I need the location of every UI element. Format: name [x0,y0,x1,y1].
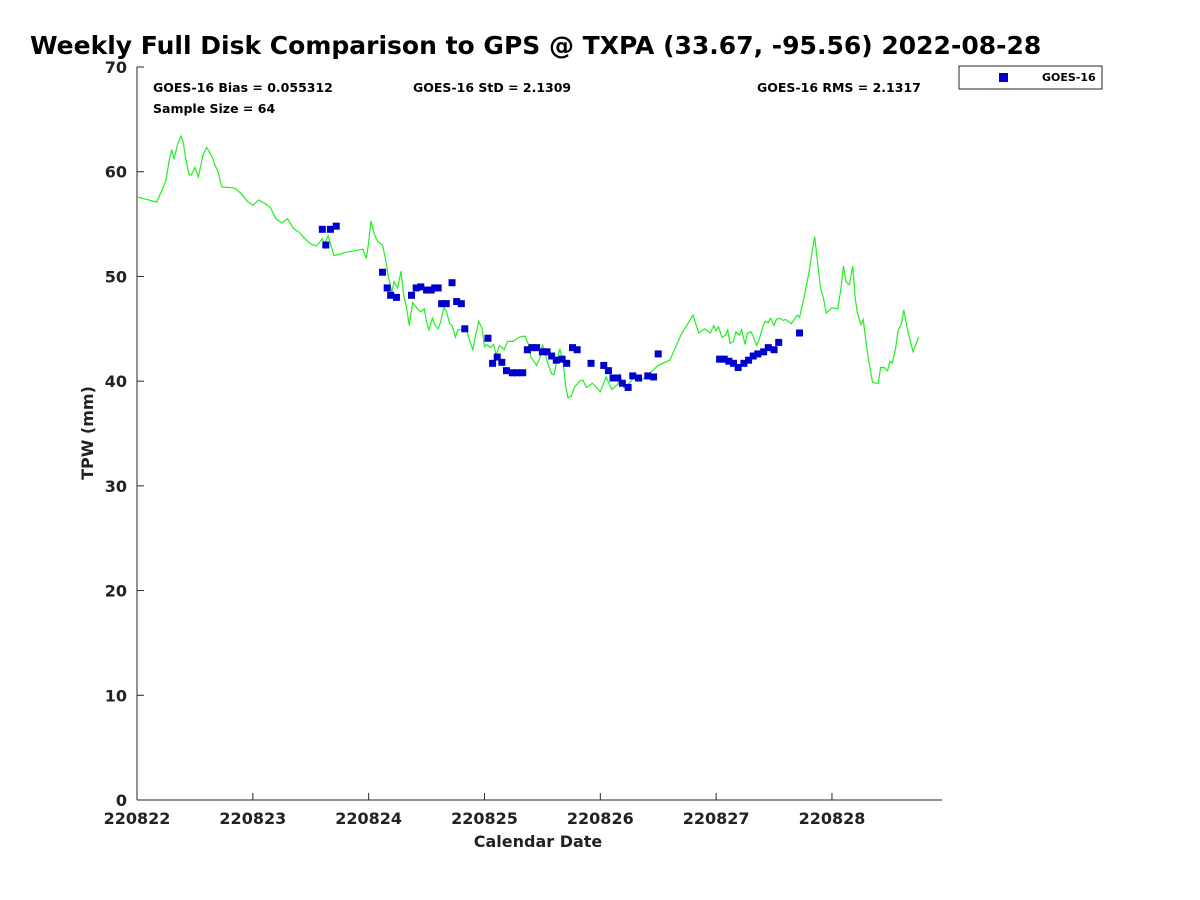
y-tick-label: 70 [105,58,127,77]
goes-16-point [498,358,506,366]
x-tick-label: 220823 [219,809,286,828]
goes-16-point [442,300,450,308]
goes-16-point [453,298,461,306]
rms-stat: GOES-16 RMS = 2.1317 [757,80,921,95]
y-tick-label: 0 [116,791,127,810]
legend-label: GOES-16 [1042,71,1096,84]
legend-marker [999,73,1008,82]
x-tick-label: 220824 [335,809,402,828]
goes-16-point [519,369,527,377]
goes-16-point [775,338,783,346]
bias-stat: GOES-16 Bias = 0.055312 [153,80,333,95]
goes-16-point [523,346,531,354]
goes-16-point [457,300,465,308]
goes-16-point [629,372,637,380]
goes-16-point [730,359,738,367]
y-tick-label: 10 [105,686,127,705]
goes-16-point [587,359,595,367]
goes-16-point [604,367,612,375]
y-tick-label: 60 [105,163,127,182]
x-ticks: 220822 220823 220824 220825 220826 220827 2208… [104,793,866,828]
sample-size-stat: Sample Size = 64 [153,101,275,116]
goes-16-point [533,344,541,352]
y-tick-label: 30 [105,477,127,496]
x-tick-label: 220825 [451,809,518,828]
goes-16-point [379,268,387,276]
x-tick-label: 220827 [683,809,750,828]
goes-16-point [412,284,420,292]
goes-16-point [635,374,643,382]
goes-16-point [725,357,733,365]
goes-16-point [770,346,778,354]
legend: GOES-16 [958,65,1103,90]
goes-16-point [650,373,658,381]
goes-16-point [734,364,742,372]
goes-16-point [489,359,497,367]
goes-16-point [417,283,425,291]
goes-16-point [326,225,334,233]
goes-16-point [513,369,521,377]
goes-16-point [563,359,571,367]
goes-16-point [502,367,510,375]
goes-16-point [754,350,762,358]
goes-16-point [434,284,442,292]
goes-16-point [654,350,662,358]
goes-16-point [796,329,804,337]
plot-area [137,67,942,800]
goes-16-point [318,225,326,233]
std-stat: GOES-16 StD = 2.1309 [413,80,571,95]
goes-16-point [484,334,492,342]
x-tick-label: 220826 [567,809,634,828]
goes-16-point [644,372,652,380]
goes-16-point [543,348,551,356]
goes-16-point [764,344,772,352]
goes-16-point [528,344,536,352]
goes-16-point [618,379,626,387]
x-axis-label: Calendar Date [474,832,603,851]
goes-16-point [448,279,456,287]
goes-16-series [318,222,804,391]
goes-16-point [624,383,632,391]
y-tick-label: 40 [105,372,127,391]
goes-16-point [552,356,560,364]
x-tick-label: 220828 [799,809,866,828]
goes-16-point [332,222,340,230]
goes-16-point [383,284,391,292]
goes-16-point [740,359,748,367]
goes-16-point [716,355,724,363]
goes-16-point [569,344,577,352]
goes-16-point [408,291,416,299]
goes-16-point [508,369,516,377]
goes-16-point [387,291,395,299]
y-tick-label: 50 [105,267,127,286]
goes-16-point [745,356,753,364]
goes-16-point [600,361,608,369]
chart-title: Weekly Full Disk Comparison to GPS @ TXP… [30,31,1041,60]
goes-16-point [614,374,622,382]
y-axis-label: TPW (mm) [78,386,97,480]
y-ticks: 0 10 20 30 40 50 60 70 [105,58,144,810]
goes-16-point [558,355,566,363]
goes-16-point [392,293,400,301]
legend-box [958,65,1103,90]
goes-16-point [461,325,469,333]
goes-16-point [322,241,330,249]
goes-16-point [720,355,728,363]
y-tick-label: 20 [105,582,127,601]
goes-16-point [538,348,546,356]
goes-16-point [548,352,556,360]
goes-16-point [423,286,431,294]
goes-16-point [438,300,446,308]
goes-16-point [573,346,581,354]
goes-16-point [749,352,757,360]
x-tick-label: 220822 [104,809,171,828]
goes-16-point [760,348,768,356]
goes-16-point [493,353,501,361]
goes-16-point [609,374,617,382]
